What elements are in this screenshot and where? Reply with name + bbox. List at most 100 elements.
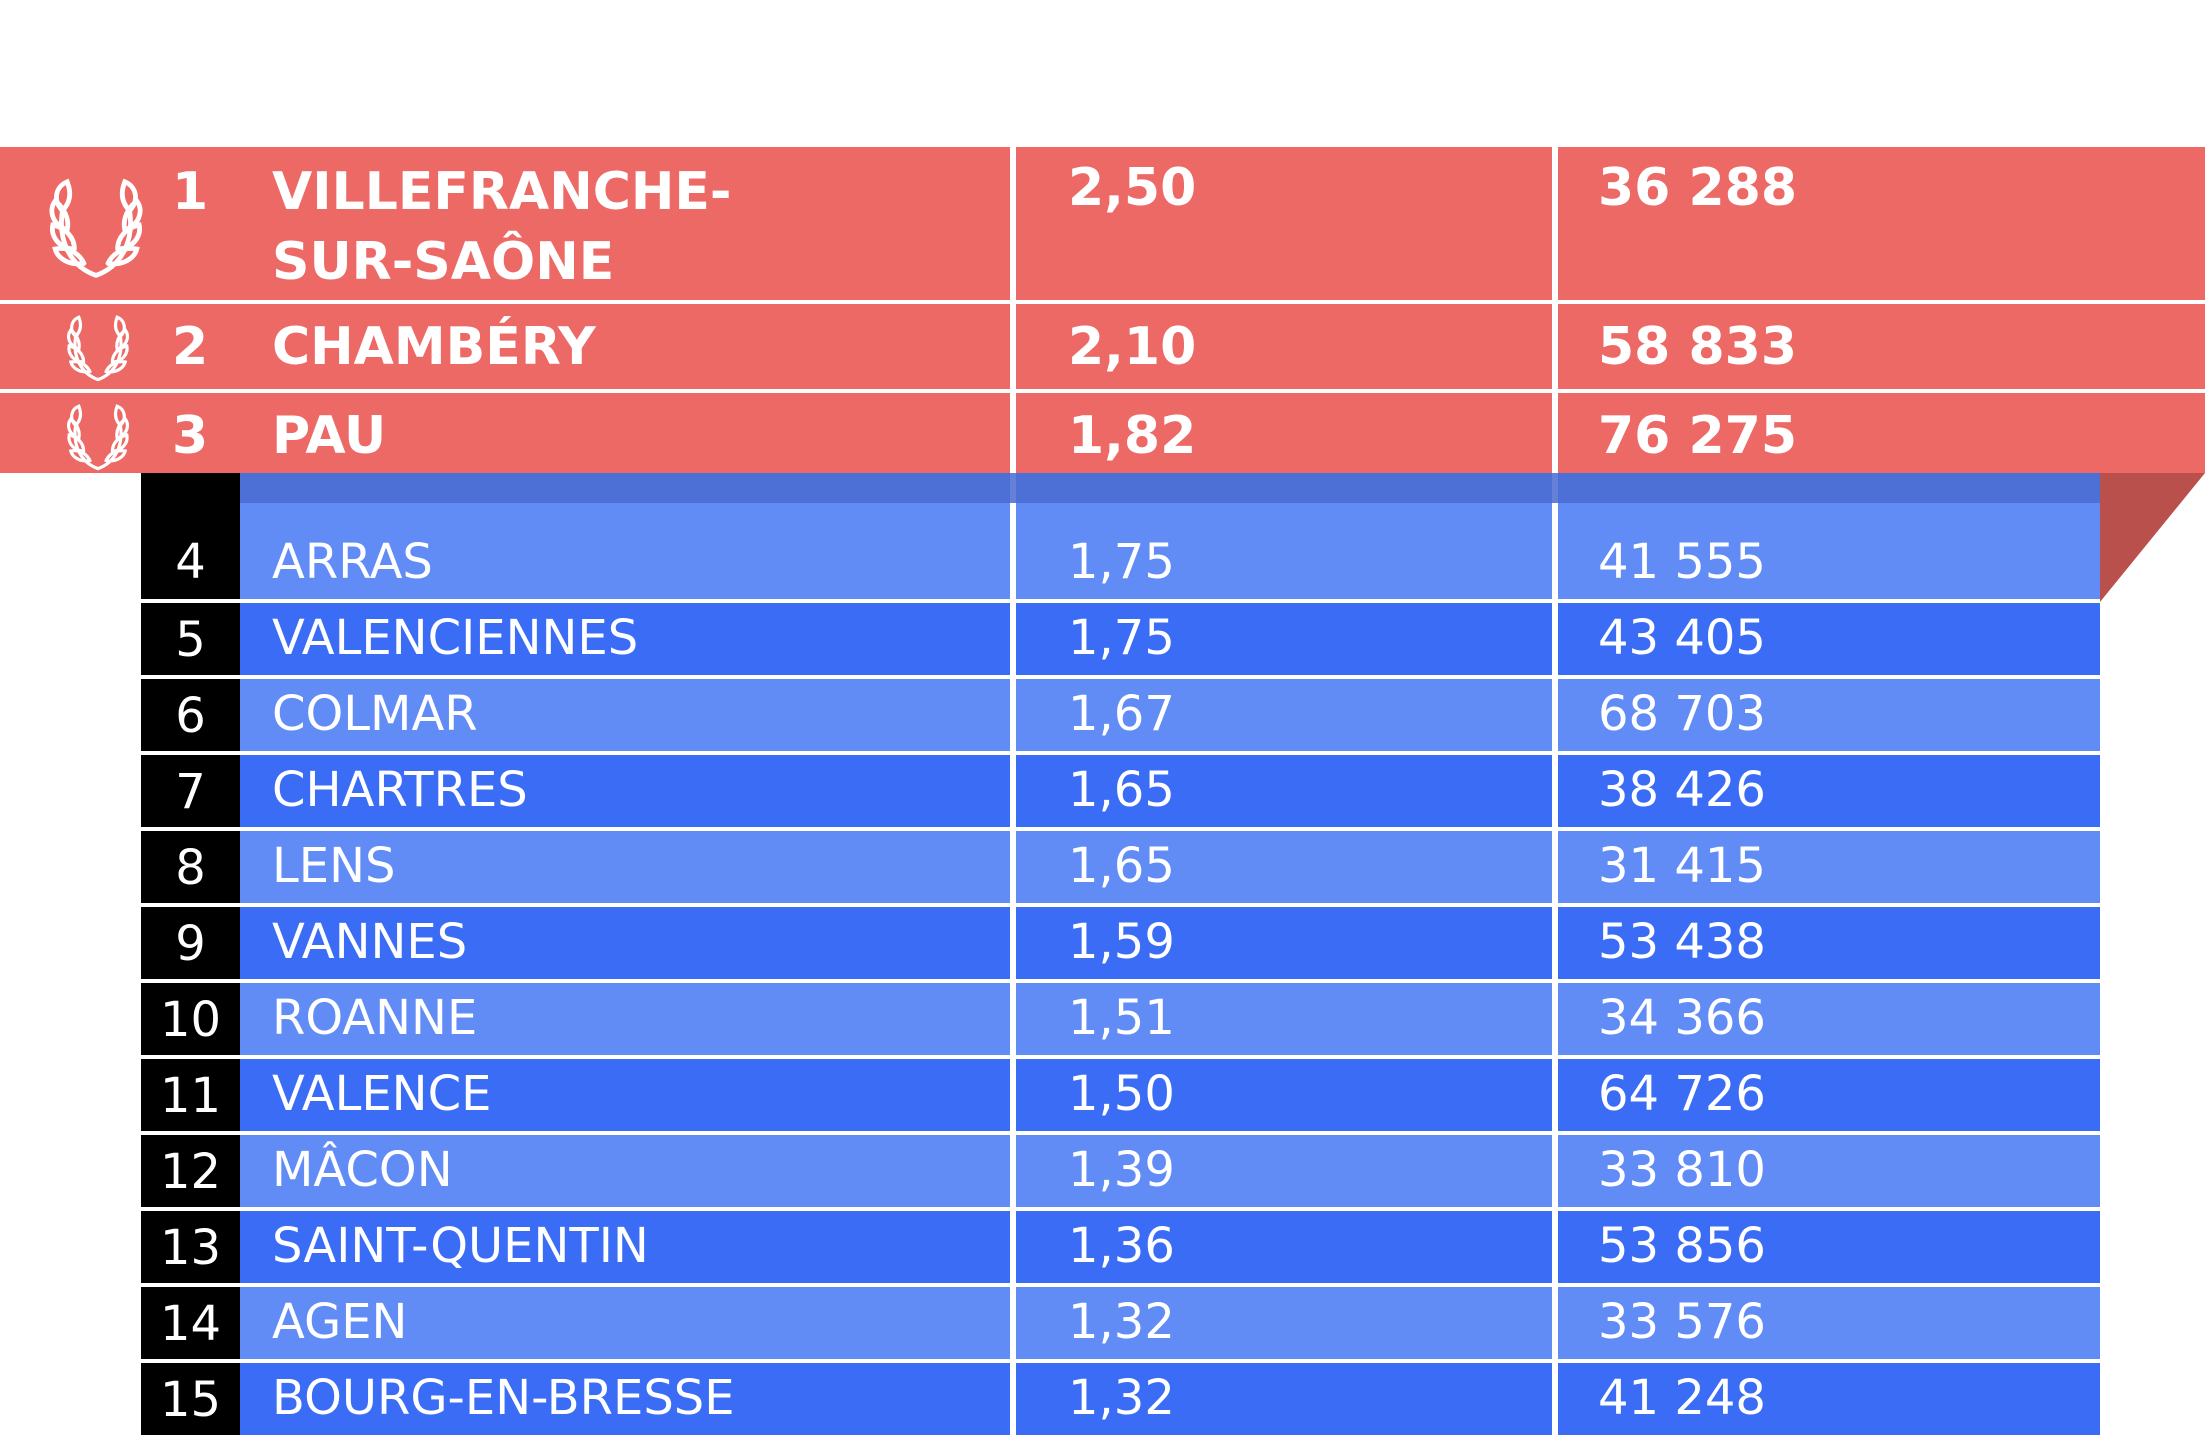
podium-row: 1 VILLEFRANCHE- SUR-SAÔNE 2,50 36 288 bbox=[0, 147, 2205, 300]
score-value: 1,39 bbox=[1068, 1142, 1175, 1198]
rank-number: 1 bbox=[172, 162, 209, 222]
podium-row: 3 PAU 1,82 76 275 bbox=[0, 393, 2205, 473]
population-value: 33 810 bbox=[1598, 1142, 1766, 1198]
rank-cell: 7 bbox=[141, 755, 240, 831]
population-value: 41 248 bbox=[1598, 1370, 1766, 1426]
rank-cell: 10 bbox=[141, 983, 240, 1059]
city-name: PAU bbox=[272, 401, 386, 471]
city-name: VALENCE bbox=[272, 1066, 492, 1122]
column-divider bbox=[1010, 907, 1016, 979]
ranking-row: ARRAS 1,75 41 555 bbox=[240, 473, 2100, 603]
city-name: VALENCIENNES bbox=[272, 610, 639, 666]
column-divider bbox=[1010, 473, 1016, 599]
population-value: 68 703 bbox=[1598, 686, 1766, 742]
rank-cell: 4 bbox=[141, 473, 240, 603]
column-divider bbox=[1552, 473, 1558, 599]
rank-cell: 6 bbox=[141, 679, 240, 755]
city-name: VANNES bbox=[272, 914, 468, 970]
population-value: 38 426 bbox=[1598, 762, 1766, 818]
ranking-row: COLMAR 1,67 68 703 bbox=[240, 679, 2100, 755]
rank-cell: 11 bbox=[141, 1059, 240, 1135]
population-value: 76 275 bbox=[1598, 406, 1798, 466]
population-value: 34 366 bbox=[1598, 990, 1766, 1046]
population-value: 53 856 bbox=[1598, 1218, 1766, 1274]
laurel-wreath-icon-wrap bbox=[58, 306, 138, 386]
column-divider bbox=[1010, 603, 1016, 675]
population-value: 43 405 bbox=[1598, 610, 1766, 666]
column-divider bbox=[1010, 679, 1016, 751]
score-value: 1,36 bbox=[1068, 1218, 1175, 1274]
score-value: 1,32 bbox=[1068, 1294, 1175, 1350]
column-divider bbox=[1010, 1363, 1016, 1435]
laurel-wreath-icon bbox=[67, 315, 129, 382]
city-name: VILLEFRANCHE- SUR-SAÔNE bbox=[272, 157, 732, 297]
column-divider bbox=[1010, 147, 1016, 300]
population-value: 41 555 bbox=[1598, 534, 1766, 590]
ribbon-fold-shadow bbox=[2100, 473, 2205, 602]
column-divider bbox=[1010, 983, 1016, 1055]
ranking-row: MÂCON 1,39 33 810 bbox=[240, 1135, 2100, 1211]
city-name-line: SUR-SAÔNE bbox=[272, 232, 615, 292]
column-divider bbox=[1010, 1135, 1016, 1207]
ranking-row: VALENCIENNES 1,75 43 405 bbox=[240, 603, 2100, 679]
rank-cell: 8 bbox=[141, 831, 240, 907]
laurel-wreath-icon bbox=[49, 178, 143, 278]
population-value: 31 415 bbox=[1598, 838, 1766, 894]
column-divider bbox=[1010, 1059, 1016, 1131]
rank-cell: 13 bbox=[141, 1211, 240, 1287]
score-value: 1,75 bbox=[1068, 534, 1175, 590]
rank-cell: 14 bbox=[141, 1287, 240, 1363]
score-value: 1,32 bbox=[1068, 1370, 1175, 1426]
column-divider bbox=[1010, 304, 1016, 389]
column-divider bbox=[1552, 755, 1558, 827]
column-divider bbox=[1010, 1287, 1016, 1359]
city-name: ROANNE bbox=[272, 990, 478, 1046]
column-divider bbox=[1552, 147, 1558, 300]
city-name: ARRAS bbox=[272, 534, 433, 590]
column-divider bbox=[1552, 304, 1558, 389]
column-divider bbox=[1010, 393, 1016, 473]
city-name: CHARTRES bbox=[272, 762, 528, 818]
ranking-row: SAINT-QUENTIN 1,36 53 856 bbox=[240, 1211, 2100, 1287]
score-value: 1,67 bbox=[1068, 686, 1175, 742]
ranking-row: LENS 1,65 31 415 bbox=[240, 831, 2100, 907]
rank-number: 3 bbox=[172, 406, 209, 466]
rank-number: 2 bbox=[172, 317, 209, 377]
ranking-row: VANNES 1,59 53 438 bbox=[240, 907, 2100, 983]
column-divider bbox=[1552, 1363, 1558, 1435]
score-value: 1,82 bbox=[1068, 406, 1197, 466]
ranking-row: ROANNE 1,51 34 366 bbox=[240, 983, 2100, 1059]
city-name: MÂCON bbox=[272, 1142, 453, 1198]
ranking-row: VALENCE 1,50 64 726 bbox=[240, 1059, 2100, 1135]
city-name: AGEN bbox=[272, 1294, 408, 1350]
score-value: 2,10 bbox=[1068, 317, 1197, 377]
column-divider bbox=[1552, 603, 1558, 675]
city-name-line: PAU bbox=[272, 406, 387, 466]
score-value: 1,65 bbox=[1068, 838, 1175, 894]
population-value: 58 833 bbox=[1598, 317, 1798, 377]
city-name: SAINT-QUENTIN bbox=[272, 1218, 649, 1274]
column-divider bbox=[1010, 831, 1016, 903]
score-value: 1,59 bbox=[1068, 914, 1175, 970]
rank-cell: 15 bbox=[141, 1363, 240, 1439]
city-name: CHAMBÉRY bbox=[272, 312, 596, 382]
city-name: BOURG-EN-BRESSE bbox=[272, 1370, 735, 1426]
population-value: 33 576 bbox=[1598, 1294, 1766, 1350]
score-value: 1,50 bbox=[1068, 1066, 1175, 1122]
ranking-row: AGEN 1,32 33 576 bbox=[240, 1287, 2100, 1363]
column-divider bbox=[1552, 1059, 1558, 1131]
podium-row: 2 CHAMBÉRY 2,10 58 833 bbox=[0, 304, 2205, 389]
column-divider bbox=[1552, 831, 1558, 903]
column-divider bbox=[1552, 983, 1558, 1055]
population-value: 36 288 bbox=[1598, 158, 1798, 218]
column-divider bbox=[1552, 1287, 1558, 1359]
population-value: 53 438 bbox=[1598, 914, 1766, 970]
column-divider bbox=[1552, 1135, 1558, 1207]
score-value: 1,65 bbox=[1068, 762, 1175, 818]
rank-cell: 9 bbox=[141, 907, 240, 983]
city-name: LENS bbox=[272, 838, 396, 894]
score-value: 1,51 bbox=[1068, 990, 1175, 1046]
column-divider bbox=[1010, 755, 1016, 827]
city-name: COLMAR bbox=[272, 686, 478, 742]
laurel-wreath-icon-wrap bbox=[36, 165, 156, 285]
